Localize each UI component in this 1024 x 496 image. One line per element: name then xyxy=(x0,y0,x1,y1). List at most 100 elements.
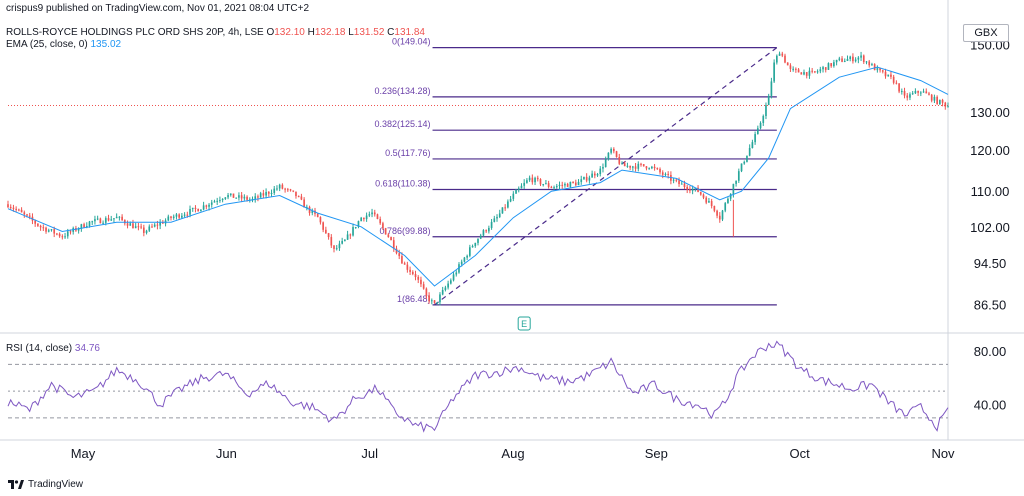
candle xyxy=(417,275,420,284)
candle xyxy=(94,215,96,225)
candle-body xyxy=(229,193,232,196)
candle-body xyxy=(887,74,890,77)
candle-body xyxy=(455,272,458,275)
candle-body xyxy=(15,208,17,210)
candle xyxy=(520,183,523,189)
candle-body xyxy=(623,163,626,167)
candle xyxy=(879,67,881,73)
candle-body xyxy=(91,221,94,223)
candle xyxy=(672,177,675,184)
candle-body xyxy=(545,183,547,185)
candle xyxy=(134,222,137,229)
candle xyxy=(352,223,354,237)
candle-body xyxy=(401,256,403,264)
candle-body xyxy=(593,173,596,176)
candle-body xyxy=(944,102,947,107)
tradingview-logo-icon xyxy=(8,479,24,489)
candle xyxy=(898,83,900,94)
candle xyxy=(45,226,47,234)
ema-label: EMA (25, close, 0) xyxy=(6,39,88,50)
candle-body xyxy=(208,204,210,207)
candle-body xyxy=(420,279,422,285)
candle xyxy=(705,196,708,205)
candle xyxy=(721,209,724,222)
candle-body xyxy=(898,83,900,92)
ohlc-low-value: 131.52 xyxy=(353,27,385,38)
candle xyxy=(830,62,833,68)
candle xyxy=(121,214,123,222)
candle xyxy=(944,101,947,110)
candle xyxy=(403,261,406,265)
candle xyxy=(357,220,360,229)
candle xyxy=(61,234,64,240)
candle xyxy=(838,56,841,62)
candle xyxy=(776,54,778,65)
candle xyxy=(735,180,737,187)
candle-body xyxy=(352,227,354,236)
candle xyxy=(463,256,466,263)
candle xyxy=(909,92,911,101)
candle-body xyxy=(482,230,485,236)
candle-body xyxy=(452,274,455,281)
candle-body xyxy=(572,181,574,183)
candle-body xyxy=(194,207,197,209)
candle xyxy=(871,62,873,66)
candle xyxy=(922,88,925,93)
candle xyxy=(558,181,561,190)
candle-body xyxy=(132,223,134,229)
candle-body xyxy=(66,231,69,237)
candle xyxy=(917,90,919,96)
candle xyxy=(873,63,876,71)
candle xyxy=(18,208,20,212)
currency-button[interactable]: GBX xyxy=(963,24,1009,42)
candle-body xyxy=(26,214,28,216)
candle xyxy=(330,234,333,248)
rsi-legend: RSI (14, close) 34.76 xyxy=(6,343,100,354)
candle xyxy=(906,92,909,101)
candle-body xyxy=(200,209,202,212)
candle-body xyxy=(85,226,88,228)
candle-body xyxy=(710,201,713,207)
candle xyxy=(759,121,762,130)
candle xyxy=(382,221,384,231)
candle xyxy=(596,172,599,177)
candle-body xyxy=(238,195,240,198)
candle-body xyxy=(536,177,539,180)
candle-body xyxy=(773,62,775,82)
candle-body xyxy=(392,240,395,249)
candle xyxy=(137,222,140,231)
candle xyxy=(72,226,75,235)
candle-body xyxy=(113,218,115,220)
candle-body xyxy=(118,216,121,218)
candle xyxy=(433,300,436,304)
candle xyxy=(890,71,892,80)
candle-body xyxy=(493,218,496,222)
candle-body xyxy=(363,217,365,220)
candle xyxy=(39,224,42,231)
candle xyxy=(91,220,94,225)
candle-body xyxy=(729,193,732,199)
candle-body xyxy=(12,207,15,209)
candle-body xyxy=(748,148,751,156)
candle-body xyxy=(735,180,737,184)
candle xyxy=(833,59,835,68)
candle-body xyxy=(903,91,906,96)
candle xyxy=(936,95,938,105)
candle xyxy=(610,147,612,155)
candle-body xyxy=(458,264,460,273)
candle-body xyxy=(137,226,140,228)
candle-body xyxy=(379,218,382,224)
time-tick-label: May xyxy=(71,446,96,461)
candle-body xyxy=(449,280,452,284)
candle-body xyxy=(526,180,528,183)
candle-body xyxy=(42,227,45,229)
candle-body xyxy=(724,203,727,211)
candle-body xyxy=(925,91,928,94)
candle-body xyxy=(892,76,895,83)
candle xyxy=(835,59,838,66)
candle-body xyxy=(602,166,604,169)
candle xyxy=(816,69,819,74)
candle-body xyxy=(936,96,938,105)
candle xyxy=(928,91,930,96)
